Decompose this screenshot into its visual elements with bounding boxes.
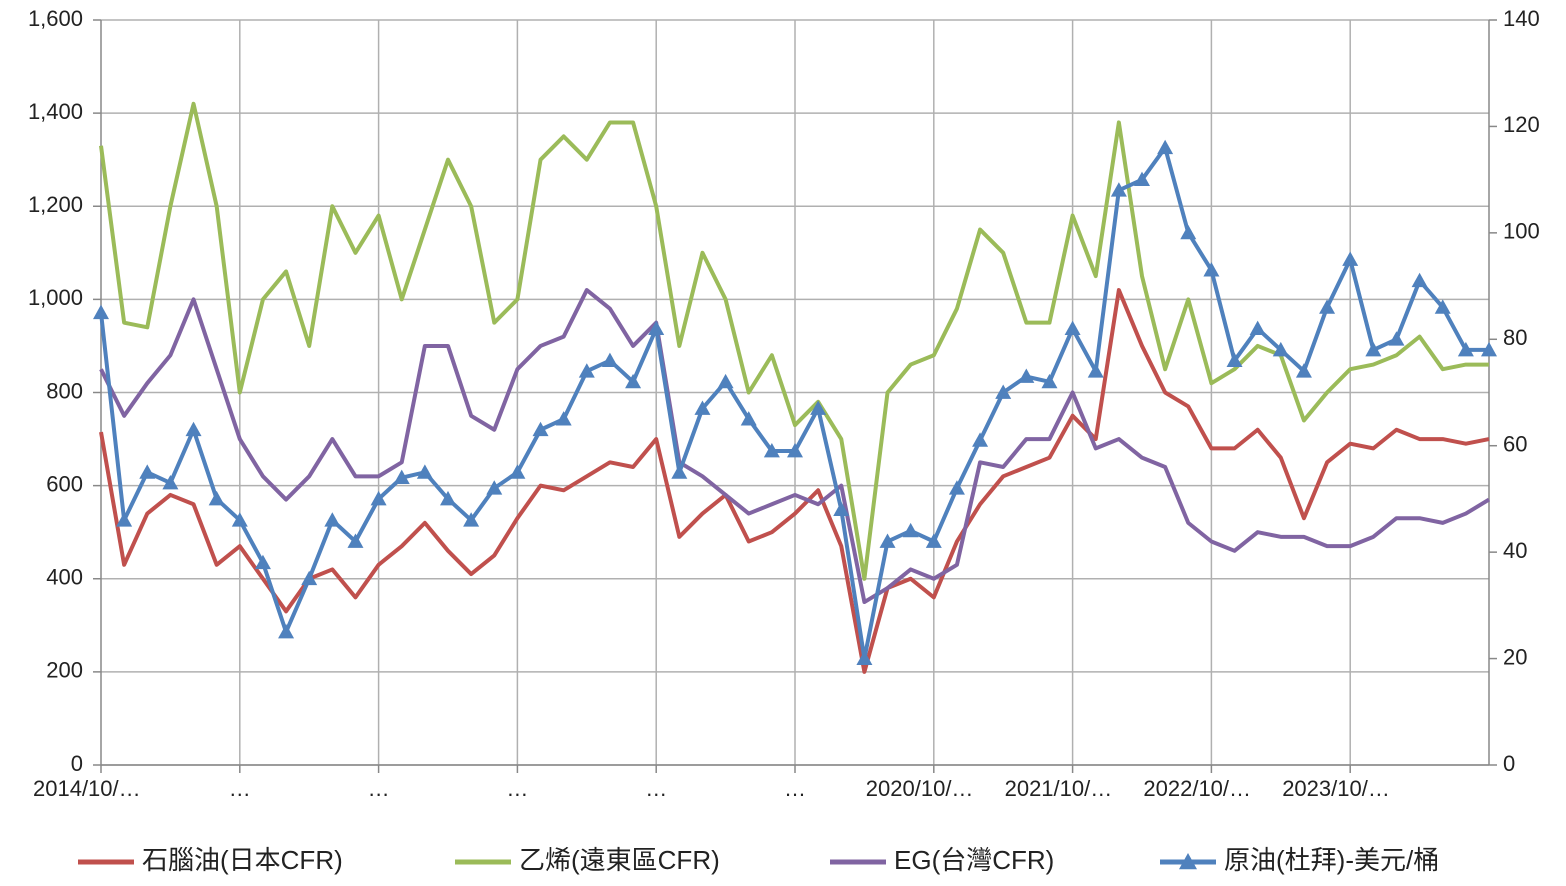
marker	[185, 421, 202, 437]
marker	[601, 352, 618, 367]
y2-tick-label: 40	[1503, 538, 1527, 563]
marker	[810, 400, 827, 415]
x-tick-label: …	[784, 776, 806, 801]
marker	[532, 421, 549, 437]
x-tick-label: 2014/10/…	[33, 776, 141, 801]
marker	[625, 373, 642, 389]
marker	[370, 490, 387, 506]
marker	[1203, 262, 1220, 277]
y-tick-label: 800	[46, 378, 83, 403]
marker	[301, 570, 318, 586]
marker	[509, 464, 526, 479]
y2-tick-label: 20	[1503, 644, 1527, 669]
marker	[1365, 341, 1382, 357]
y2-tick-label: 100	[1503, 219, 1540, 244]
marker	[1226, 352, 1243, 367]
legend-marker	[1179, 853, 1197, 870]
x-tick-label: …	[229, 776, 251, 801]
marker	[671, 464, 688, 479]
y-tick-label: 200	[46, 658, 83, 683]
marker	[995, 384, 1012, 399]
y-tick-label: 400	[46, 565, 83, 590]
y2-tick-label: 120	[1503, 112, 1540, 137]
marker	[1157, 139, 1174, 155]
marker	[116, 512, 133, 527]
marker	[1134, 171, 1150, 187]
marker	[856, 650, 873, 665]
marker	[278, 623, 295, 639]
marker	[1434, 299, 1451, 314]
marker	[440, 490, 456, 506]
legend-label: EG(台灣CFR)	[894, 845, 1054, 875]
marker	[1018, 368, 1035, 383]
marker	[1295, 363, 1312, 378]
marker	[231, 512, 248, 527]
y2-tick-label: 140	[1503, 6, 1540, 31]
marker	[694, 400, 711, 415]
marker	[1319, 299, 1336, 314]
marker	[1249, 320, 1266, 336]
series-line	[99, 101, 1489, 581]
marker	[324, 512, 341, 527]
legend-label: 石腦油(日本CFR)	[142, 845, 343, 875]
y-tick-label: 0	[71, 751, 83, 776]
x-tick-label: 2020/10/…	[866, 776, 974, 801]
marker	[347, 533, 364, 548]
y-tick-label: 600	[46, 471, 83, 496]
marker	[1087, 363, 1104, 378]
marker	[1110, 182, 1127, 197]
series-line	[99, 288, 1491, 605]
x-tick-label: 2023/10/…	[1282, 776, 1390, 801]
series-line	[99, 288, 1490, 674]
marker	[787, 443, 803, 458]
marker	[139, 464, 156, 479]
marker	[902, 522, 919, 538]
marker	[416, 464, 433, 479]
marker	[463, 512, 480, 527]
y-tick-label: 1,400	[28, 99, 83, 124]
marker	[555, 411, 572, 426]
marker	[972, 432, 989, 447]
y2-tick-label: 80	[1503, 325, 1527, 350]
y-tick-label: 1,000	[28, 285, 83, 310]
x-tick-label: …	[368, 776, 390, 801]
marker	[1064, 320, 1081, 336]
y2-tick-label: 0	[1503, 751, 1515, 776]
marker	[879, 533, 896, 548]
marker	[925, 533, 942, 548]
marker	[1388, 331, 1405, 346]
marker	[948, 480, 965, 495]
marker	[1342, 251, 1359, 266]
marker	[254, 554, 271, 570]
marker	[1481, 341, 1497, 357]
marker	[393, 469, 410, 485]
x-tick-label: …	[506, 776, 528, 801]
marker	[162, 474, 179, 490]
marker	[1457, 341, 1474, 357]
x-tick-label: …	[645, 776, 667, 801]
marker	[1411, 272, 1428, 288]
y-tick-label: 1,200	[28, 192, 83, 217]
marker	[93, 304, 109, 320]
marker	[648, 320, 665, 336]
x-tick-label: 2021/10/…	[1005, 776, 1113, 801]
marker	[740, 411, 757, 426]
marker	[1041, 373, 1058, 389]
marker	[717, 373, 734, 389]
marker	[578, 363, 595, 378]
legend-label: 原油(杜拜)-美元/桶	[1224, 845, 1439, 875]
marker	[1180, 224, 1197, 240]
legend-label: 乙烯(遠東區CFR)	[519, 845, 720, 875]
y-tick-label: 1,600	[28, 6, 83, 31]
marker	[486, 480, 503, 495]
marker	[833, 501, 850, 516]
marker	[1272, 341, 1289, 357]
x-tick-label: 2022/10/…	[1143, 776, 1251, 801]
y2-tick-label: 60	[1503, 432, 1527, 457]
marker	[208, 490, 225, 506]
marker	[763, 443, 780, 458]
